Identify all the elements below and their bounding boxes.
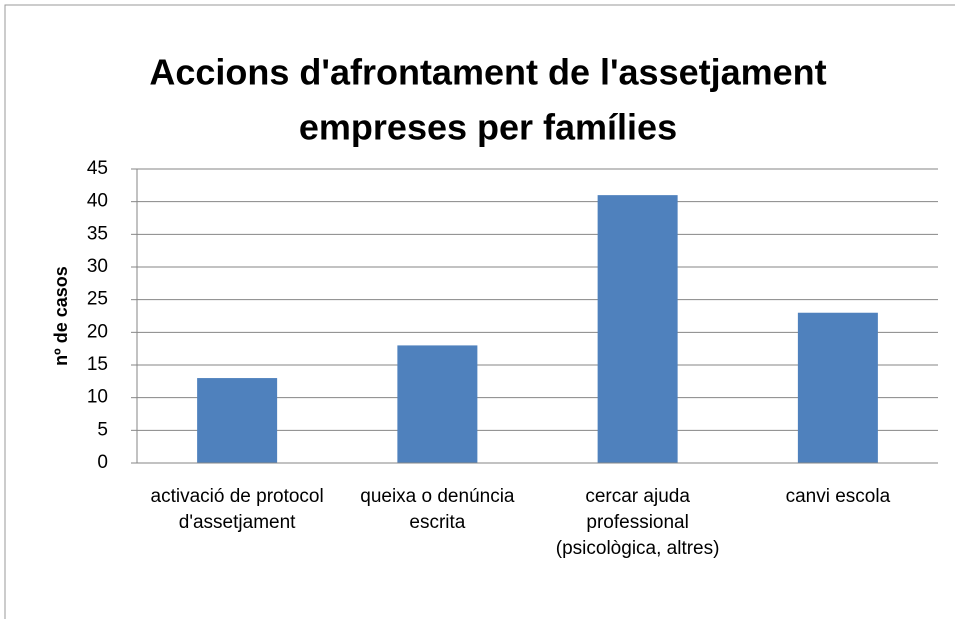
y-tick-label: 15	[87, 354, 108, 375]
x-tick-label: cercar ajuda professional (psicològica, …	[555, 486, 720, 559]
chart-title: empreses per famílies	[299, 107, 677, 148]
bar	[397, 345, 478, 463]
y-tick-label: 20	[87, 321, 108, 342]
y-axis-label: nº de casos	[51, 266, 71, 366]
y-tick-label: 5	[97, 419, 108, 440]
y-tick-label: 30	[87, 256, 108, 277]
y-tick-label: 40	[87, 191, 108, 212]
chart-border	[4, 4, 955, 619]
bar	[597, 195, 678, 463]
x-tick-label: queixa o denúncia escrita	[360, 486, 515, 533]
y-tick-label: 45	[87, 158, 108, 179]
y-tick-label: 10	[87, 387, 108, 408]
x-tick-label: activació de protocol d'assetjament	[150, 486, 324, 533]
bar	[197, 378, 278, 463]
x-tick-label: canvi escola	[785, 486, 891, 507]
bar	[797, 312, 878, 463]
y-tick-label: 35	[87, 223, 108, 244]
y-tick-label: 25	[87, 289, 108, 310]
y-tick-label: 0	[97, 452, 108, 473]
chart-title: Accions d'afrontament de l'assetjament	[149, 52, 826, 93]
